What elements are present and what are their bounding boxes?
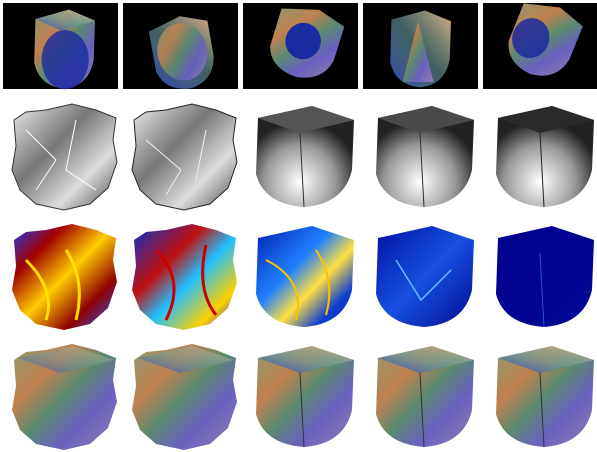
shape	[390, 10, 451, 88]
row-2	[11, 103, 594, 211]
textured	[496, 346, 594, 448]
textured	[132, 344, 237, 450]
textured	[256, 346, 354, 448]
row-4	[12, 344, 594, 450]
heatmap	[496, 226, 594, 328]
mesh	[376, 106, 474, 208]
mesh	[256, 106, 354, 208]
heatmap	[132, 224, 237, 330]
mesh	[131, 103, 238, 211]
textured	[12, 344, 117, 450]
heatmap	[12, 224, 117, 330]
shape	[145, 10, 221, 95]
shape	[264, 0, 347, 86]
mesh	[11, 103, 118, 211]
textured	[376, 346, 474, 448]
heatmap	[376, 226, 474, 327]
shape	[34, 9, 95, 90]
heatmap	[256, 226, 354, 327]
shape	[500, 0, 587, 86]
row-3	[12, 224, 594, 330]
mesh	[496, 106, 594, 208]
row-1	[3, 0, 597, 95]
